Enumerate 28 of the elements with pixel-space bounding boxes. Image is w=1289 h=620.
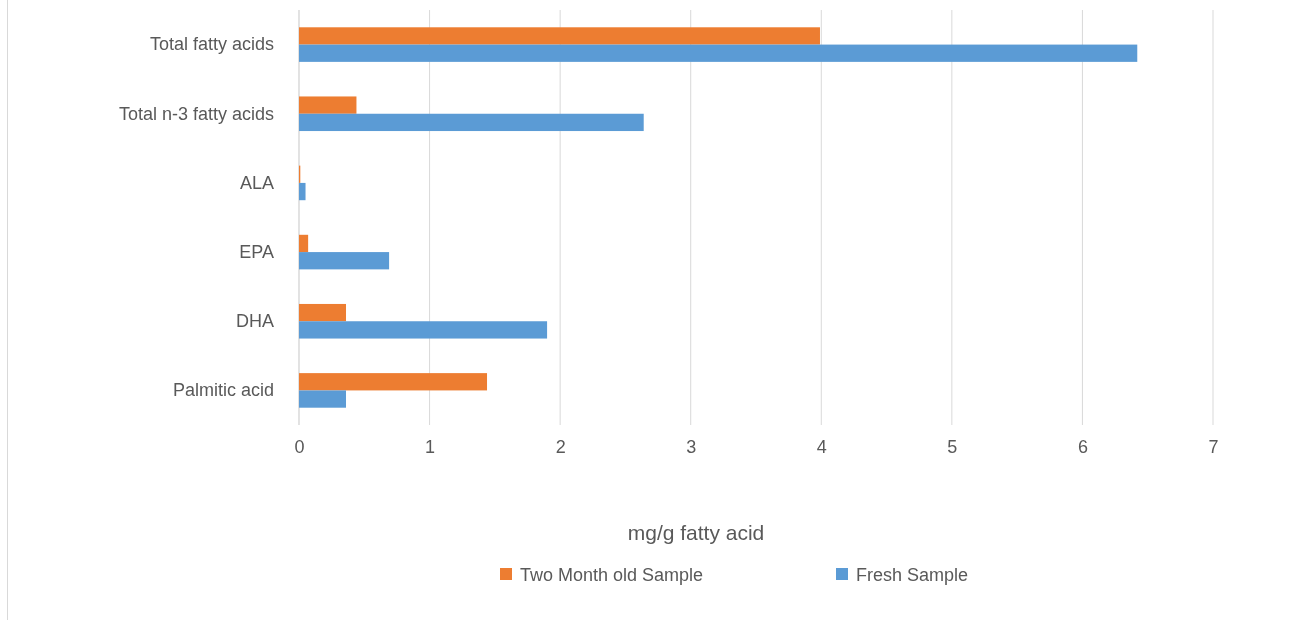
- bar: [299, 234, 309, 253]
- y-tick-label: DHA: [235, 311, 274, 332]
- y-tick-label: Total fatty acids: [149, 34, 274, 55]
- y-tick-label: Palmitic acid: [172, 380, 274, 401]
- y-tick-label: EPA: [239, 241, 274, 262]
- legend-label: Two Month old Sample: [520, 565, 704, 585]
- bar: [299, 321, 548, 339]
- x-tick-label: 5: [947, 436, 958, 457]
- bar: [299, 44, 1138, 62]
- x-tick-label: 2: [555, 436, 566, 457]
- bar: [299, 373, 488, 391]
- bar: [299, 27, 820, 45]
- bar: [299, 182, 306, 201]
- x-tick-label: 7: [1208, 436, 1219, 457]
- bar: [299, 96, 357, 114]
- x-tick-label: 6: [1077, 436, 1088, 457]
- bar: [299, 390, 347, 408]
- x-tick-label: 1: [425, 436, 436, 457]
- legend-label: Fresh Sample: [856, 565, 969, 585]
- bar: [299, 113, 644, 132]
- y-tick-label: ALA: [239, 172, 274, 193]
- bar: [299, 303, 347, 322]
- x-axis-title: mg/g fatty acid: [627, 521, 765, 544]
- y-tick-label: Total n-3 fatty acids: [118, 103, 274, 124]
- bar: [299, 252, 390, 270]
- x-tick-label: 0: [294, 436, 305, 457]
- x-tick-label: 4: [816, 436, 827, 457]
- x-tick-label: 3: [686, 436, 697, 457]
